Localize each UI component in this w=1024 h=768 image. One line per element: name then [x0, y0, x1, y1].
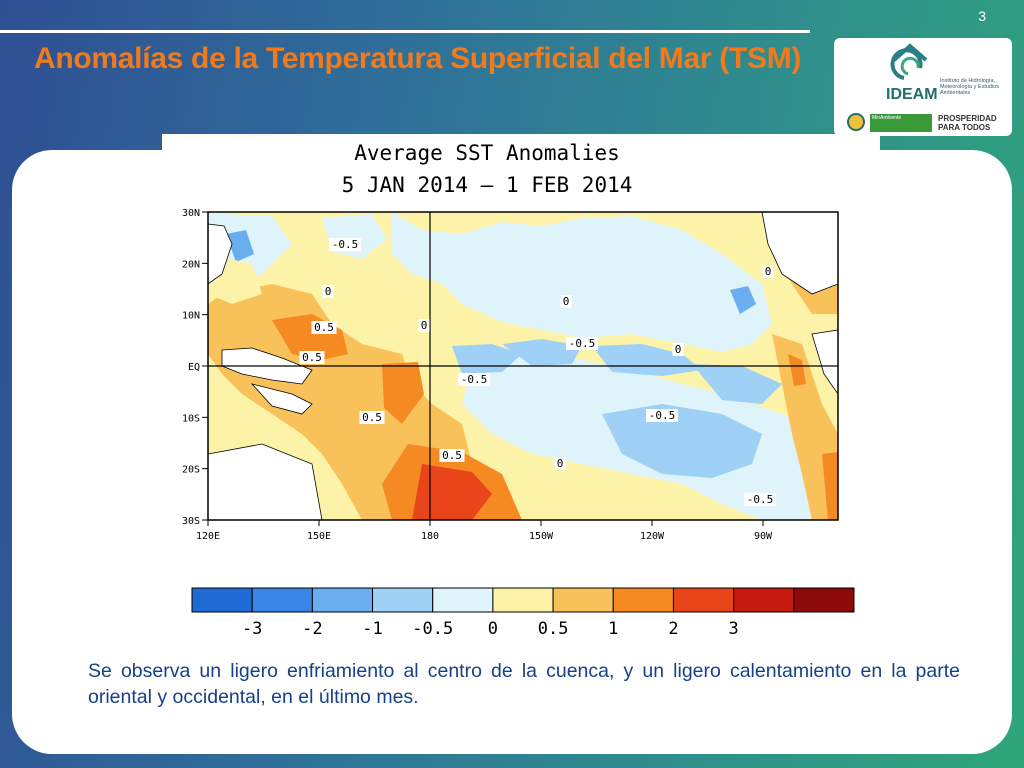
ideam-emblem-icon	[847, 43, 928, 131]
colorbar-swatch	[191, 587, 253, 613]
colorbar-label: 1	[608, 619, 618, 639]
colorbar-label: -1	[362, 619, 382, 639]
contour-label: 0	[563, 295, 570, 308]
ideam-logo: IDEAM Instituto de Hidrología, Meteorolo…	[834, 38, 1012, 136]
logo-ministry: MinAmbiente	[870, 114, 932, 132]
contour-label: -0.5	[461, 373, 488, 386]
lon-label: 150E	[307, 531, 331, 542]
lon-label: 90W	[754, 531, 773, 542]
contour-label: 0	[325, 285, 332, 298]
lon-label: 120E	[196, 531, 220, 542]
contour-label: -0.5	[569, 337, 596, 350]
contour-label-bg	[359, 411, 385, 424]
lat-label: 30N	[182, 208, 200, 219]
colorbar-swatch	[251, 587, 313, 613]
contour-label-bg	[322, 285, 334, 298]
contour-label-bg	[672, 343, 684, 356]
contour-label-bg	[566, 337, 598, 350]
lat-label: 10N	[182, 311, 200, 322]
map-title: Average SST Anomalies	[354, 141, 620, 165]
logo-ideam-name: IDEAM	[886, 86, 938, 103]
colorbar-swatch	[492, 587, 554, 613]
longitude-axis: 120E 150E 180 150W 120W 90W	[196, 520, 773, 542]
contour-label-bg	[299, 351, 325, 364]
colorbar: -3 -2 -1 -0.5 0 0.5 1 2 3	[191, 587, 855, 639]
contour-label: -0.5	[747, 493, 774, 506]
contour-label-bg	[762, 265, 774, 278]
lat-label: EQ	[188, 362, 200, 373]
colorbar-label: 0.5	[538, 619, 569, 639]
title-rule	[0, 30, 810, 33]
contour-label: 0.5	[362, 411, 382, 424]
colorbar-swatch	[311, 587, 374, 613]
lon-label: 150W	[529, 531, 554, 542]
contour-label: 0.5	[314, 321, 334, 334]
colorbar-swatch	[552, 587, 614, 613]
contour-label-bg	[646, 409, 678, 422]
colorbar-swatch	[672, 587, 735, 613]
slide-caption: Se observa un ligero enfriamiento al cen…	[88, 660, 960, 708]
lat-label: 30S	[182, 516, 200, 527]
logo-slogan: PROSPERIDAD PARA TODOS	[938, 114, 997, 132]
colorbar-label: 0	[488, 619, 498, 639]
contour-label-bg	[560, 295, 572, 308]
colorbar-label: -0.5	[412, 619, 453, 639]
contour-label-bg	[554, 457, 566, 470]
colorbar-swatch	[432, 587, 494, 613]
lat-label: 10S	[182, 413, 200, 424]
equator-meridian-lines	[208, 212, 838, 520]
slide-title: Anomalías de la Temperatura Superficial …	[34, 42, 802, 75]
contour-label: 0	[557, 457, 564, 470]
contour-label-bg	[744, 493, 776, 506]
contour-label: -0.5	[649, 409, 676, 422]
contour-label: -0.5	[332, 238, 359, 251]
colorbar-label: 3	[729, 619, 739, 639]
contour-label-bg	[458, 373, 490, 386]
contour-label-bg	[418, 319, 430, 332]
contour-label: 0.5	[442, 449, 462, 462]
lat-label: 20S	[182, 465, 200, 476]
contour-label: 0	[421, 319, 428, 332]
colorbar-label: -2	[302, 619, 322, 639]
colorbar-swatch	[793, 587, 855, 613]
contour-label: 0	[675, 343, 682, 356]
slide-number: 3	[978, 8, 986, 24]
latitude-axis: 30N 20N 10N EQ 10S 20S 30S	[182, 208, 208, 527]
colorbar-label: 2	[668, 619, 678, 639]
lat-label: 20N	[182, 259, 200, 270]
lon-label: 180	[421, 531, 439, 542]
colorbar-swatch	[612, 587, 674, 613]
sst-anomaly-map: Average SST Anomalies 5 JAN 2014 – 1 FEB…	[182, 141, 855, 639]
lon-label: 120W	[640, 531, 665, 542]
contour-label-bg	[311, 321, 337, 334]
sst-anomaly-figure: Average SST Anomalies 5 JAN 2014 – 1 FEB…	[162, 134, 880, 642]
landmasses	[207, 211, 839, 521]
logo-institution: Instituto de Hidrología, Meteorología y …	[940, 78, 1000, 96]
map-date-range: 5 JAN 2014 – 1 FEB 2014	[342, 173, 633, 197]
contour-labels: -0.5 0.5 0.5 0 0 -0.5 -0.5 0 0.5 0.5 0 -0.5 -0.5 0 0	[299, 238, 776, 506]
contour-label-bg	[439, 449, 465, 462]
contour-label: 0.5	[302, 351, 322, 364]
colorbar-swatch	[733, 587, 795, 613]
colorbar-swatch	[372, 587, 434, 613]
contour-label: 0	[765, 265, 772, 278]
colorbar-label: -3	[242, 619, 262, 639]
contour-label-bg	[329, 238, 361, 251]
